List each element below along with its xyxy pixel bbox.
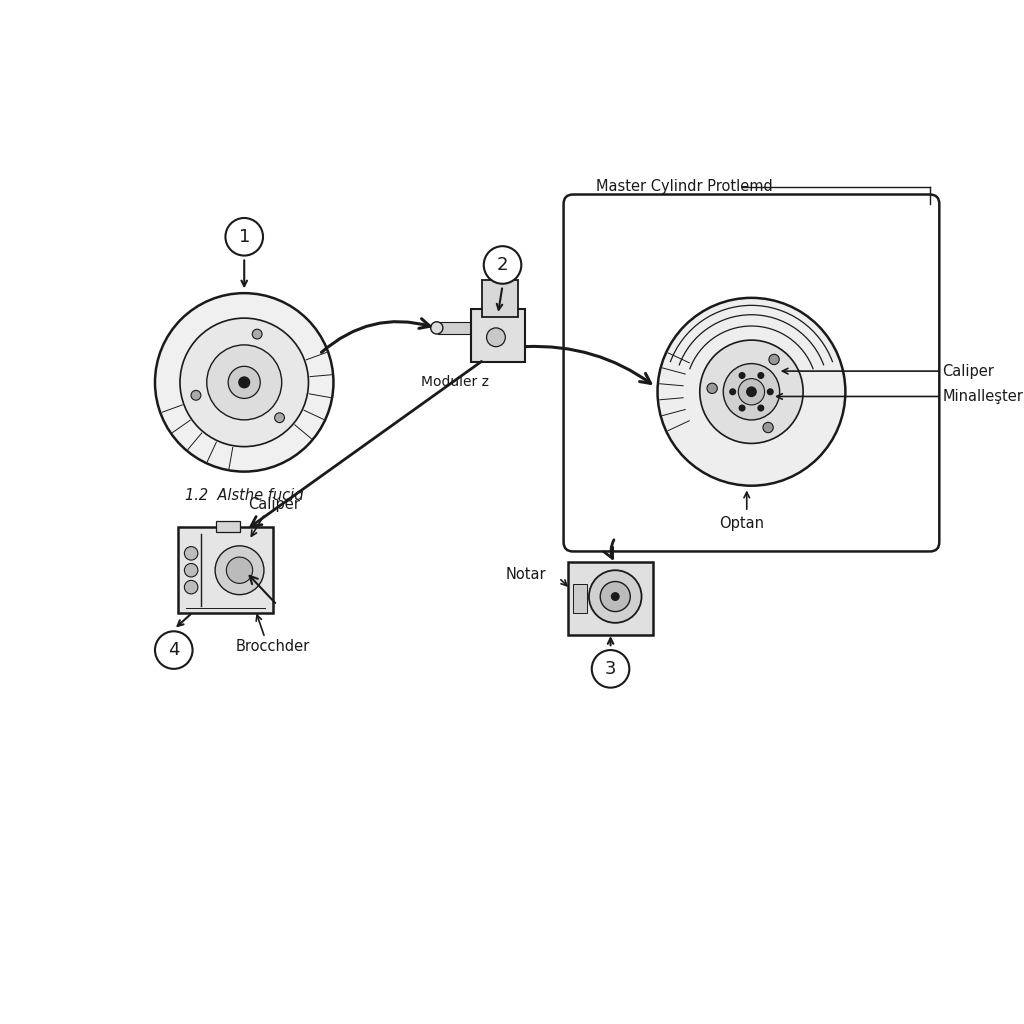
Circle shape — [184, 563, 198, 577]
Circle shape — [228, 367, 260, 398]
Bar — [216, 521, 240, 532]
Circle shape — [226, 557, 253, 584]
Text: 2: 2 — [497, 256, 508, 274]
Text: 1: 1 — [239, 227, 250, 246]
Circle shape — [252, 329, 262, 339]
Circle shape — [180, 318, 308, 446]
Circle shape — [184, 581, 198, 594]
Circle shape — [239, 377, 250, 388]
FancyBboxPatch shape — [471, 309, 525, 361]
Circle shape — [600, 582, 631, 611]
Bar — [437, 323, 473, 334]
FancyBboxPatch shape — [178, 527, 272, 613]
Circle shape — [589, 570, 642, 623]
Circle shape — [739, 373, 744, 378]
Circle shape — [611, 593, 618, 600]
Circle shape — [763, 422, 773, 433]
Circle shape — [723, 364, 779, 420]
Circle shape — [699, 340, 803, 443]
Circle shape — [483, 246, 521, 284]
Circle shape — [746, 387, 756, 396]
FancyBboxPatch shape — [568, 562, 653, 635]
FancyBboxPatch shape — [482, 280, 518, 316]
Circle shape — [215, 546, 264, 595]
Circle shape — [769, 354, 779, 365]
Circle shape — [207, 345, 282, 420]
Text: Notar: Notar — [506, 567, 547, 583]
Circle shape — [184, 547, 198, 560]
Circle shape — [486, 328, 506, 347]
Circle shape — [707, 383, 718, 393]
Text: 3: 3 — [605, 659, 616, 678]
Text: Moduler z: Moduler z — [421, 375, 488, 389]
Circle shape — [739, 406, 744, 411]
Bar — [572, 585, 587, 612]
Circle shape — [274, 413, 285, 423]
Circle shape — [738, 379, 765, 404]
Text: Caliper: Caliper — [249, 497, 300, 512]
Circle shape — [767, 389, 773, 394]
Circle shape — [155, 293, 334, 472]
Circle shape — [758, 406, 764, 411]
Text: Optan: Optan — [720, 516, 765, 530]
Text: Minalleşter: Minalleşter — [942, 389, 1023, 403]
Circle shape — [155, 631, 193, 669]
Circle shape — [657, 298, 846, 485]
Circle shape — [191, 390, 201, 400]
Text: 4: 4 — [168, 641, 179, 659]
FancyBboxPatch shape — [563, 195, 939, 552]
Circle shape — [431, 322, 443, 334]
Circle shape — [730, 389, 735, 394]
Circle shape — [592, 650, 630, 688]
Text: Caliper: Caliper — [942, 364, 994, 379]
Circle shape — [758, 373, 764, 378]
Text: 1.2  Alsthe fucid: 1.2 Alsthe fucid — [185, 487, 303, 503]
Text: Brocchder: Brocchder — [236, 639, 309, 653]
Circle shape — [225, 218, 263, 256]
Text: Master Cylindr Protlemd: Master Cylindr Protlemd — [596, 179, 773, 195]
